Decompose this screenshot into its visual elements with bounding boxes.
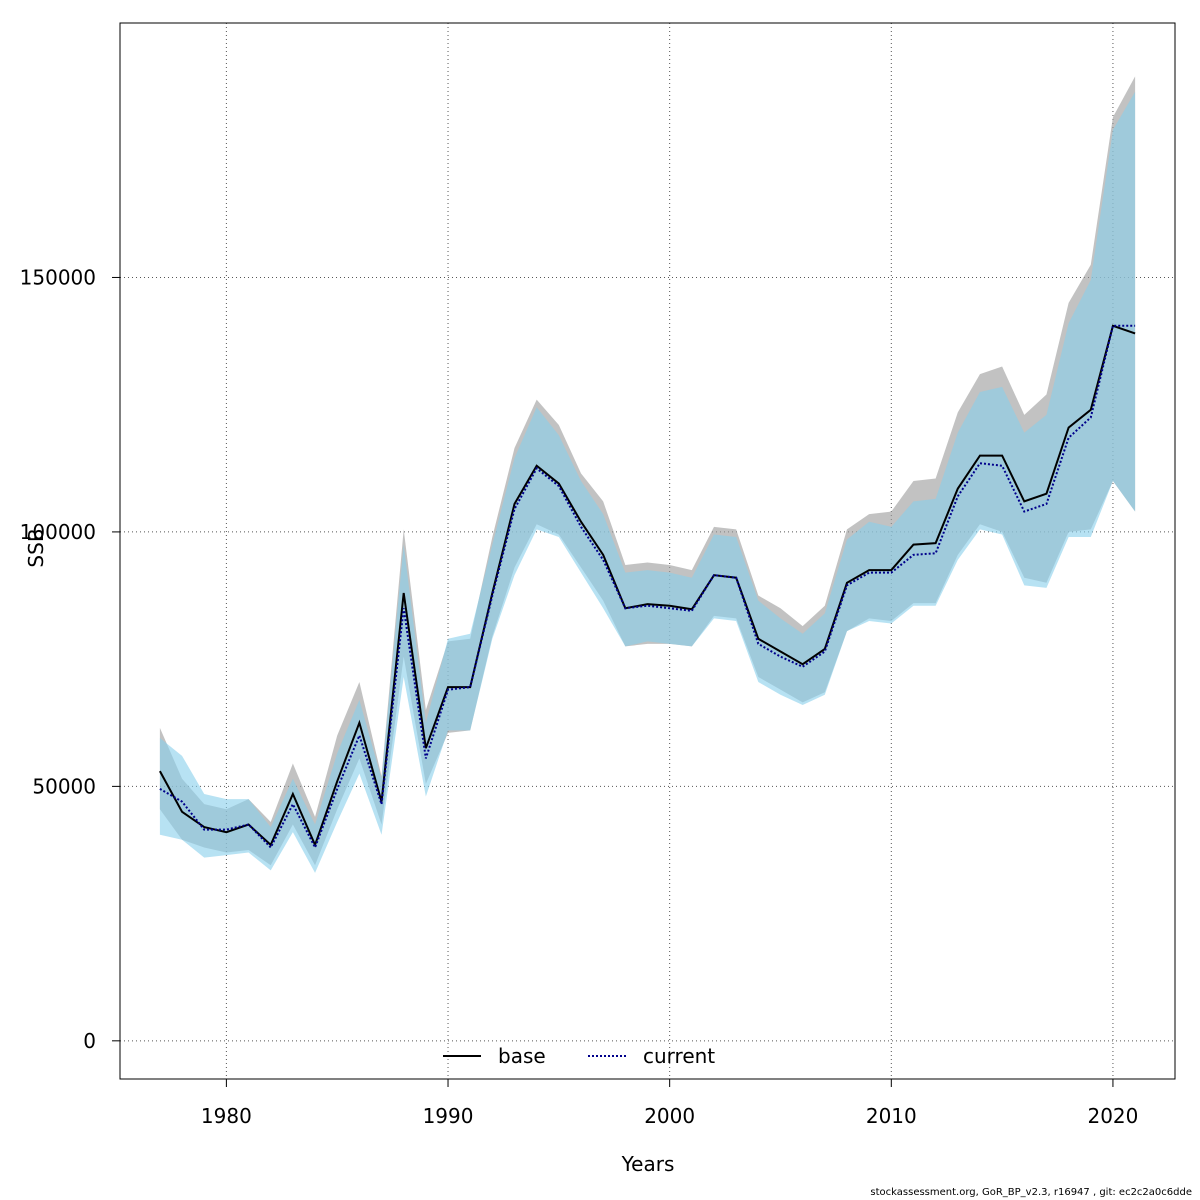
plot-frame [119, 22, 1176, 1080]
x-tick-label: 1980 [201, 1104, 252, 1128]
legend: base current [443, 1044, 715, 1068]
footer-credit: stockassessment.org, GoR_BP_v2.3, r16947… [870, 1187, 1192, 1198]
band-current [159, 91, 1136, 873]
x-tick-label: 1990 [423, 1104, 474, 1128]
band-base [159, 76, 1136, 866]
line-base [159, 324, 1136, 848]
confidence-bands [159, 76, 1136, 873]
y-tick-label: 100000 [20, 520, 96, 544]
x-axis: 1980 1990 2000 2010 2020 [201, 1079, 1138, 1128]
series-lines [159, 324, 1136, 850]
y-tick-label: 0 [83, 1029, 96, 1053]
y-axis: 0 50000 100000 150000 [20, 265, 120, 1053]
line-current [159, 324, 1136, 850]
x-tick-label: 2020 [1087, 1104, 1138, 1128]
y-tick-label: 150000 [20, 265, 96, 289]
x-axis-title: Years [621, 1152, 675, 1176]
y-tick-label: 50000 [32, 774, 96, 798]
legend-label-base: base [498, 1044, 546, 1068]
x-tick-label: 2010 [866, 1104, 917, 1128]
y-axis-title: SSB [24, 528, 48, 567]
legend-label-current: current [643, 1044, 715, 1068]
x-tick-label: 2000 [644, 1104, 695, 1128]
